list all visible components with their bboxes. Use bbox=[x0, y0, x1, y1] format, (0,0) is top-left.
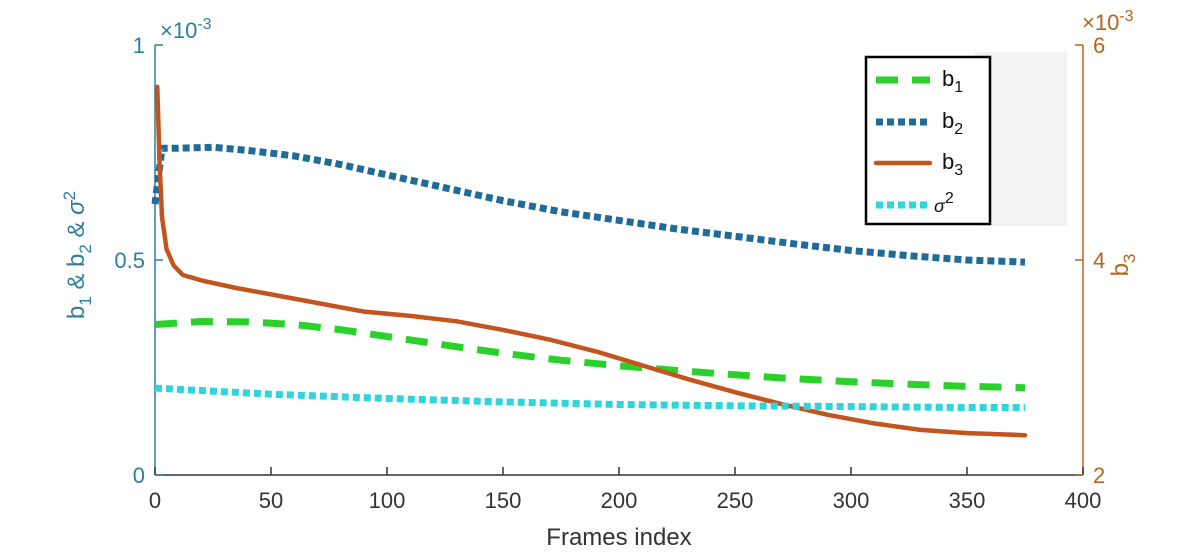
x-tick-label: 50 bbox=[259, 488, 283, 513]
right-y-tick-label: 2 bbox=[1093, 463, 1105, 488]
right-exponent-label: ×10-3 bbox=[1082, 8, 1134, 35]
x-ticks: 0 50 100 150 200 250 300 350 400 bbox=[149, 467, 1101, 513]
legend-label-b3-sub: 3 bbox=[954, 162, 963, 179]
left-y-tick-label: 1 bbox=[133, 33, 145, 58]
left-y-tick-label: 0 bbox=[133, 463, 145, 488]
left-y-tick-label: 0.5 bbox=[114, 248, 145, 273]
left-axis-title-sigma-sup: 2 bbox=[60, 191, 79, 200]
left-axis-title-b1: b bbox=[63, 306, 90, 319]
series-line-b2 bbox=[151, 143, 1026, 266]
legend-label-b1-sub: 1 bbox=[954, 79, 963, 96]
series-layer bbox=[151, 84, 1028, 438]
legend-label-sigma2: σ2 bbox=[934, 190, 954, 216]
left-axis-title-sigma: σ bbox=[63, 199, 90, 215]
series-line-b3 bbox=[155, 84, 1028, 438]
series-line-b1 bbox=[154, 318, 1026, 392]
x-tick-label: 250 bbox=[717, 488, 754, 513]
legend-label-b3-base: b bbox=[942, 149, 954, 174]
left-axis-title-amp: & bbox=[63, 215, 90, 244]
legend-label-b2-base: b bbox=[942, 108, 954, 133]
legend-label-b1-base: b bbox=[942, 66, 954, 91]
right-y-tick-label: 6 bbox=[1093, 33, 1105, 58]
left-y-ticks: 00.51 bbox=[114, 33, 163, 488]
legend-label-b2-sub: 2 bbox=[954, 121, 963, 138]
legend-label-b1: b1 bbox=[942, 66, 963, 96]
x-tick-label: 200 bbox=[601, 488, 638, 513]
left-exponent-label: ×10-3 bbox=[160, 16, 212, 43]
x-tick-label: 350 bbox=[949, 488, 986, 513]
right-exponent-power: -3 bbox=[1119, 8, 1133, 25]
right-axis-title: b3 bbox=[1107, 254, 1139, 277]
right-exponent-base: ×10 bbox=[1082, 10, 1119, 35]
right-axis-title-sub: 3 bbox=[1120, 254, 1139, 263]
series-line-sigma2 bbox=[154, 384, 1025, 411]
right-axis-title-b: b bbox=[1107, 263, 1134, 276]
x-tick-label: 400 bbox=[1065, 488, 1102, 513]
x-tick-label: 300 bbox=[833, 488, 870, 513]
left-axis-title: b1 & b2 & σ2 bbox=[60, 191, 95, 319]
legend-label-b3: b3 bbox=[942, 149, 963, 179]
left-axis-title-b2-sub: 2 bbox=[76, 244, 95, 253]
legend-label-sigma2-base: σ bbox=[934, 196, 946, 216]
left-axis-title-b1-sub: 1 bbox=[76, 296, 95, 305]
x-tick-label: 150 bbox=[485, 488, 522, 513]
left-exponent-power: -3 bbox=[197, 16, 211, 33]
legend-box bbox=[864, 55, 992, 226]
left-axis-title-b2: & b bbox=[63, 254, 90, 297]
legend: b1 b2 b3 σ2 bbox=[864, 55, 992, 226]
legend-label-b2: b2 bbox=[942, 108, 963, 138]
left-exponent-base: ×10 bbox=[160, 18, 197, 43]
right-y-ticks: 2 4 6 bbox=[1075, 33, 1105, 488]
right-y-tick-label: 4 bbox=[1093, 248, 1105, 273]
x-axis-title: Frames index bbox=[546, 524, 691, 551]
legend-label-sigma2-sup: 2 bbox=[945, 190, 954, 207]
x-tick-label: 0 bbox=[149, 488, 161, 513]
x-tick-label: 100 bbox=[369, 488, 406, 513]
